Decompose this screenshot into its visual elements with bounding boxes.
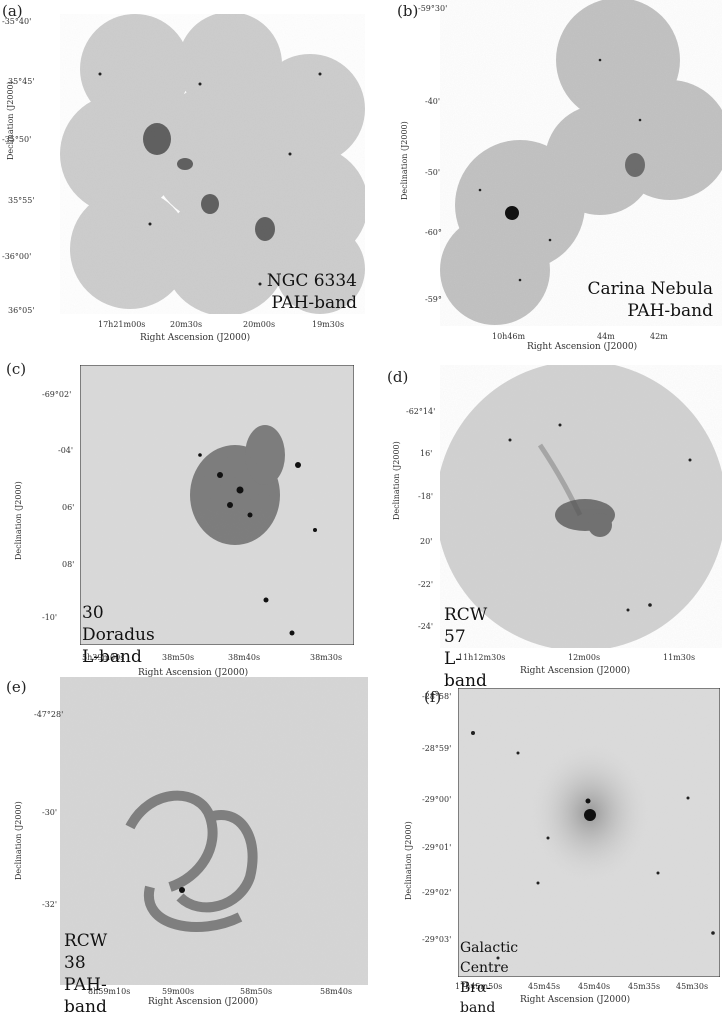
x-tick: 38m40s — [228, 653, 261, 662]
object-title: RCW 38 — [64, 931, 108, 973]
y-tick: -69°02' — [42, 390, 72, 399]
x-axis-label: Right Ascension (J2000) — [527, 342, 638, 352]
x-tick: 45m45s — [528, 982, 561, 991]
x-tick: 8h59m10s — [88, 987, 131, 996]
y-tick: 20' — [420, 537, 433, 546]
x-axis-label: Right Ascension (J2000) — [138, 668, 249, 678]
object-title: RCW 57 — [444, 605, 488, 647]
y-tick: -36°00' — [2, 252, 32, 261]
panel-label: (f) — [424, 688, 442, 706]
x-axis-label: Right Ascension (J2000) — [520, 995, 631, 1005]
y-tick: 35°45' — [8, 77, 35, 86]
x-axis-label: Right Ascension (J2000) — [140, 333, 251, 343]
y-tick: 36°05' — [8, 306, 35, 315]
y-tick: 16' — [420, 449, 433, 458]
y-tick: -18' — [418, 492, 434, 501]
y-axis-label: Declination (J2000) — [404, 821, 413, 900]
object-name: RCW 57 L-band — [444, 604, 487, 692]
y-axis-label: Declination (J2000) — [14, 801, 23, 880]
x-tick: 44m — [597, 332, 615, 341]
band-label: L-band — [82, 647, 142, 667]
x-tick: 5h39m00s — [82, 653, 125, 662]
y-tick: -59° — [425, 295, 442, 304]
x-axis-label: Right Ascension (J2000) — [148, 997, 259, 1007]
object-name: Carina Nebula PAH-band — [575, 278, 713, 322]
band-label: PAH-band — [271, 293, 357, 313]
x-tick: 17h21m00s — [98, 320, 146, 329]
y-tick: -30' — [42, 808, 58, 817]
band-label: PAH-band — [64, 975, 107, 1017]
x-tick: 45m30s — [676, 982, 709, 991]
30-doradus-image — [80, 365, 354, 645]
x-tick: 12m00s — [568, 653, 601, 662]
x-tick: 45m35s — [628, 982, 661, 991]
y-tick: -32' — [42, 900, 58, 909]
y-tick: -10' — [42, 613, 58, 622]
y-tick: -62°14' — [406, 407, 436, 416]
x-tick: 58m40s — [320, 987, 353, 996]
x-tick: 59m00s — [162, 987, 195, 996]
x-tick: 20m00s — [243, 320, 276, 329]
object-title: NGC 6334 — [266, 271, 357, 291]
x-tick: 11m30s — [663, 653, 696, 662]
y-axis-label: Declination (J2000) — [6, 81, 15, 160]
y-tick: -29°01' — [422, 843, 452, 852]
band-label: Brα-band — [460, 980, 496, 1016]
y-tick: -24' — [418, 622, 434, 631]
y-axis-label: Declination (J2000) — [14, 481, 23, 560]
x-tick: 42m — [650, 332, 668, 341]
y-tick: -22' — [418, 580, 434, 589]
panel-label: (e) — [6, 678, 27, 696]
rcw38-image — [60, 677, 368, 985]
x-tick: 38m50s — [162, 653, 195, 662]
y-tick: -59°30' — [418, 4, 448, 13]
object-name: NGC 6334 PAH-band — [232, 270, 357, 314]
x-tick: 20m30s — [170, 320, 203, 329]
x-tick: 38m30s — [310, 653, 343, 662]
panel-label: (b) — [397, 2, 419, 20]
panel-label: (d) — [387, 368, 409, 386]
y-tick: -28°59' — [422, 744, 452, 753]
x-tick: 19m30s — [312, 320, 345, 329]
object-name: 30 Doradus L-band — [82, 602, 155, 668]
panel-label: (c) — [6, 360, 27, 378]
x-tick: 17h45m50s — [455, 982, 503, 991]
y-tick: -47°28' — [34, 710, 64, 719]
y-axis-label: Declination (J2000) — [392, 441, 401, 520]
object-title: Carina Nebula — [587, 279, 713, 299]
ngc6334-image — [60, 14, 365, 314]
band-label: PAH-band — [627, 301, 713, 321]
object-name: Galactic Centre Brα-band — [460, 938, 518, 1018]
x-tick: 10h46m — [492, 332, 526, 341]
y-tick: -28°58' — [422, 692, 452, 701]
y-tick: -50' — [425, 168, 441, 177]
y-tick: 06' — [62, 503, 75, 512]
y-tick: -29°03' — [422, 935, 452, 944]
x-axis-label: Right Ascension (J2000) — [520, 666, 631, 676]
carina-image — [440, 0, 722, 326]
y-tick: -04' — [58, 446, 74, 455]
band-label: L-band — [444, 649, 487, 691]
y-axis-label: Declination (J2000) — [400, 121, 409, 200]
rcw57-image — [440, 365, 722, 648]
y-tick: 08' — [62, 560, 75, 569]
y-tick: -29°02' — [422, 888, 452, 897]
x-tick: 45m40s — [578, 982, 611, 991]
object-title: 30 Doradus — [82, 603, 155, 645]
y-tick: -35°50' — [2, 135, 32, 144]
y-tick: -35°40' — [2, 17, 32, 26]
object-name: RCW 38 PAH-band — [64, 930, 107, 1018]
y-tick: -29°00' — [422, 795, 452, 804]
panel-label: (a) — [2, 2, 23, 20]
object-title: Galactic Centre — [460, 940, 519, 976]
x-tick: 11h12m30s — [458, 653, 506, 662]
x-tick: 58m50s — [240, 987, 273, 996]
galactic-centre-image — [458, 688, 720, 977]
y-tick: -40' — [425, 97, 441, 106]
y-tick: -60° — [425, 228, 442, 237]
y-tick: 35°55' — [8, 196, 35, 205]
